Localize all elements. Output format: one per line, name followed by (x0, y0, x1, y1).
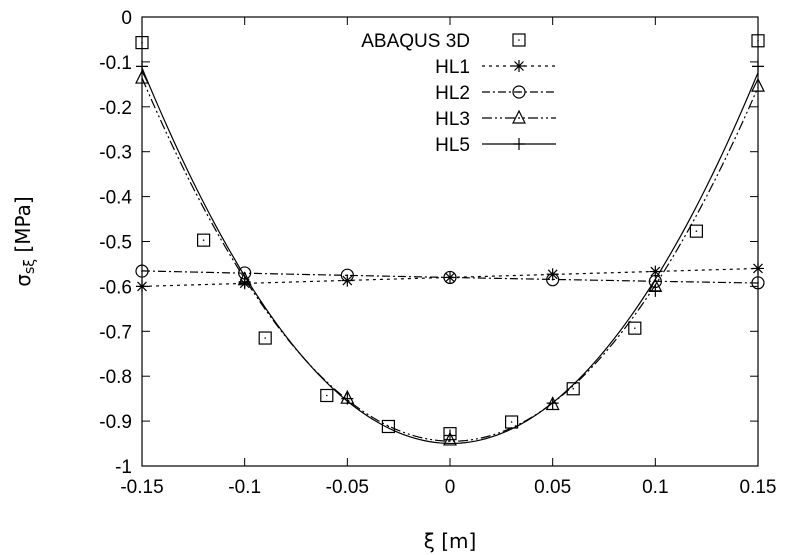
y-axis-label-main: σ (11, 274, 35, 287)
data-point (340, 268, 354, 282)
y-tick-label: -0.3 (99, 143, 132, 164)
legend-item: HL1 (435, 57, 556, 78)
data-point (341, 392, 354, 405)
data-point (546, 268, 559, 281)
legend-label: HL2 (435, 83, 470, 104)
data-point (320, 388, 334, 403)
y-axis-label-sub: sξ (22, 259, 38, 274)
x-tick-label: 0.15 (740, 477, 777, 498)
data-point (546, 273, 560, 287)
y-tick-label: -0.5 (99, 233, 132, 254)
legend-item: HL2 (435, 83, 556, 104)
y-axis-label-unit: [MPa] (11, 196, 35, 259)
y-tick-label: -0.2 (99, 98, 132, 119)
legend: ABAQUS 3D HL1 HL2 HL3 HL5 (361, 31, 556, 156)
data-point (443, 270, 457, 285)
data-point (566, 382, 580, 396)
legend-label: HL5 (435, 135, 470, 156)
data-point (443, 431, 457, 446)
legend-marker (513, 138, 525, 150)
legend-marker (512, 85, 526, 99)
y-axis-label: σsξ [MPa] (11, 196, 38, 286)
x-tick-label: 0.1 (642, 477, 668, 498)
ticks-layer: -0.15 -0.1 -0.05 0 0.05 0.1 0.15 0 -0.1 -0.2 -0.3 -… (99, 8, 776, 498)
y-tick-label: 0 (121, 8, 132, 29)
data-point (341, 274, 354, 287)
y-tick-label: -1 (115, 457, 132, 478)
series-abaqus-3d (135, 34, 765, 441)
legend-item: HL5 (435, 135, 556, 156)
y-tick-label: -0.7 (99, 322, 132, 343)
y-tick-label: -0.6 (99, 277, 132, 298)
legend-marker (512, 109, 526, 124)
data-point (649, 265, 662, 278)
y-tick-label: -0.8 (99, 367, 132, 388)
data-point (546, 397, 559, 410)
x-tick-label: 0.05 (534, 477, 571, 498)
data-point (197, 233, 211, 247)
legend-label: HL3 (435, 109, 470, 130)
data-point (689, 224, 704, 238)
data-point (238, 275, 251, 288)
x-tick-label: -0.15 (120, 477, 163, 498)
legend-item: HL3 (435, 109, 556, 130)
data-point (258, 331, 272, 345)
data-point (628, 321, 642, 335)
legend-marker (512, 33, 526, 47)
x-tick-label: -0.05 (326, 477, 369, 498)
y-tick-label: -0.4 (99, 188, 132, 209)
legend-label: HL1 (435, 57, 470, 78)
data-point (444, 429, 456, 442)
x-tick-label: -0.1 (228, 477, 261, 498)
x-tick-label: 0 (445, 477, 456, 498)
legend-item: ABAQUS 3D (361, 31, 526, 52)
series-hl2 (135, 264, 765, 290)
y-tick-label: -0.1 (99, 53, 132, 74)
legend-marker (513, 60, 525, 72)
legend-label: ABAQUS 3D (361, 31, 470, 52)
x-axis-label: ξ [m] (424, 529, 477, 553)
y-tick-label: -0.9 (99, 412, 132, 433)
data-point (649, 284, 662, 297)
